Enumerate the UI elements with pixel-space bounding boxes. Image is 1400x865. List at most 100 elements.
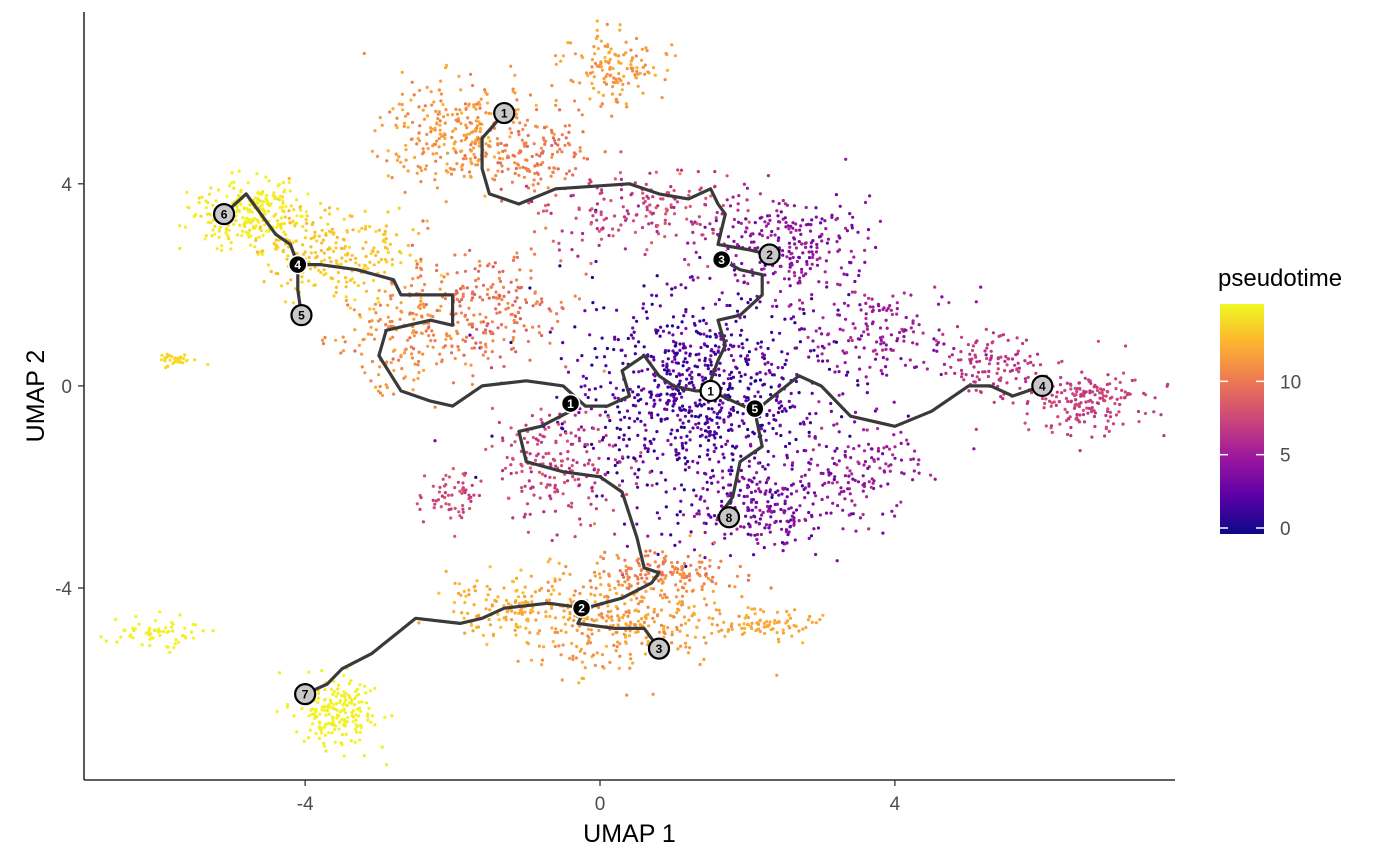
cell-point [317, 737, 322, 741]
cell-point [592, 86, 596, 90]
cell-point [571, 657, 575, 662]
cell-point [753, 246, 757, 250]
cell-point [509, 463, 513, 467]
cell-point [401, 108, 405, 112]
cell-point [543, 142, 547, 146]
cell-point [983, 349, 987, 353]
cell-point [1107, 429, 1111, 433]
cell-point [635, 417, 640, 421]
cell-point [697, 618, 701, 622]
cell-point [385, 386, 389, 390]
cell-point [676, 602, 680, 606]
cell-point [1069, 400, 1073, 404]
cell-point [262, 200, 266, 204]
cell-point [364, 240, 368, 244]
cell-point [516, 285, 520, 289]
cell-point [261, 233, 265, 237]
cell-point [764, 224, 769, 228]
cell-point [429, 90, 433, 94]
cell-point [1108, 410, 1112, 414]
cell-point [596, 47, 600, 51]
cell-point [636, 577, 640, 581]
cell-point [348, 214, 352, 218]
cell-point [809, 457, 813, 461]
cell-point [568, 656, 572, 660]
cell-point [909, 293, 913, 297]
cell-point [501, 157, 505, 161]
cell-point [964, 373, 968, 377]
cell-point [602, 369, 606, 373]
cell-point [666, 438, 670, 443]
cell-point [703, 359, 707, 363]
cell-point [1106, 390, 1110, 394]
cell-point [787, 399, 791, 403]
cell-point [324, 271, 328, 276]
cell-point [652, 398, 656, 402]
cell-point [762, 382, 767, 386]
cell-point [784, 444, 788, 449]
cell-point [593, 347, 597, 351]
cell-point [893, 456, 897, 460]
cell-point [737, 344, 741, 348]
node-label: 4 [1039, 379, 1046, 393]
cell-point [788, 430, 792, 434]
cell-point [471, 374, 475, 378]
cell-point [366, 266, 370, 270]
cell-point [455, 297, 459, 301]
cell-point [693, 635, 698, 639]
cell-point [591, 653, 596, 657]
cell-point [434, 172, 438, 176]
cell-point [864, 375, 868, 379]
cell-point [746, 616, 751, 620]
cell-point [972, 365, 976, 369]
cell-point [766, 500, 770, 504]
cell-point [321, 238, 326, 242]
cell-point [699, 345, 703, 350]
cell-point [1069, 434, 1073, 438]
cell-point [607, 584, 611, 588]
cell-point [794, 508, 799, 512]
cell-point [746, 506, 750, 510]
cell-point [584, 71, 589, 75]
cell-point [604, 74, 608, 79]
cell-point [211, 203, 215, 207]
cell-point [706, 264, 710, 269]
cell-point [847, 293, 851, 297]
cell-point [857, 269, 861, 273]
cell-point [548, 413, 552, 417]
cell-point [772, 417, 776, 422]
cell-point [680, 441, 684, 445]
cell-point [629, 63, 633, 67]
cell-point [501, 285, 506, 289]
cell-point [546, 580, 550, 584]
cell-point [714, 219, 718, 223]
cell-point [320, 241, 324, 245]
cell-point [969, 361, 973, 365]
cell-point [709, 194, 713, 198]
cell-point [506, 602, 510, 606]
cell-point [403, 348, 407, 352]
cell-point [621, 615, 625, 620]
cell-point [795, 450, 800, 454]
cell-point [491, 295, 495, 299]
cell-point [700, 585, 704, 589]
cell-point [511, 336, 515, 340]
cell-point [514, 166, 518, 171]
cell-point [313, 283, 317, 287]
cell-point [484, 331, 488, 335]
cell-point [721, 203, 725, 208]
cell-point [472, 103, 476, 107]
cell-point [603, 55, 607, 60]
cell-point [1103, 434, 1107, 438]
cell-point [510, 609, 514, 613]
cell-point [625, 444, 629, 448]
cell-point [717, 566, 721, 570]
cell-point [612, 347, 616, 352]
cell-point [815, 242, 819, 247]
cell-point [377, 228, 381, 232]
cell-point [600, 612, 604, 616]
cell-point [329, 260, 333, 264]
cell-point [655, 430, 659, 434]
cell-point [652, 358, 656, 362]
cell-point [724, 442, 728, 446]
